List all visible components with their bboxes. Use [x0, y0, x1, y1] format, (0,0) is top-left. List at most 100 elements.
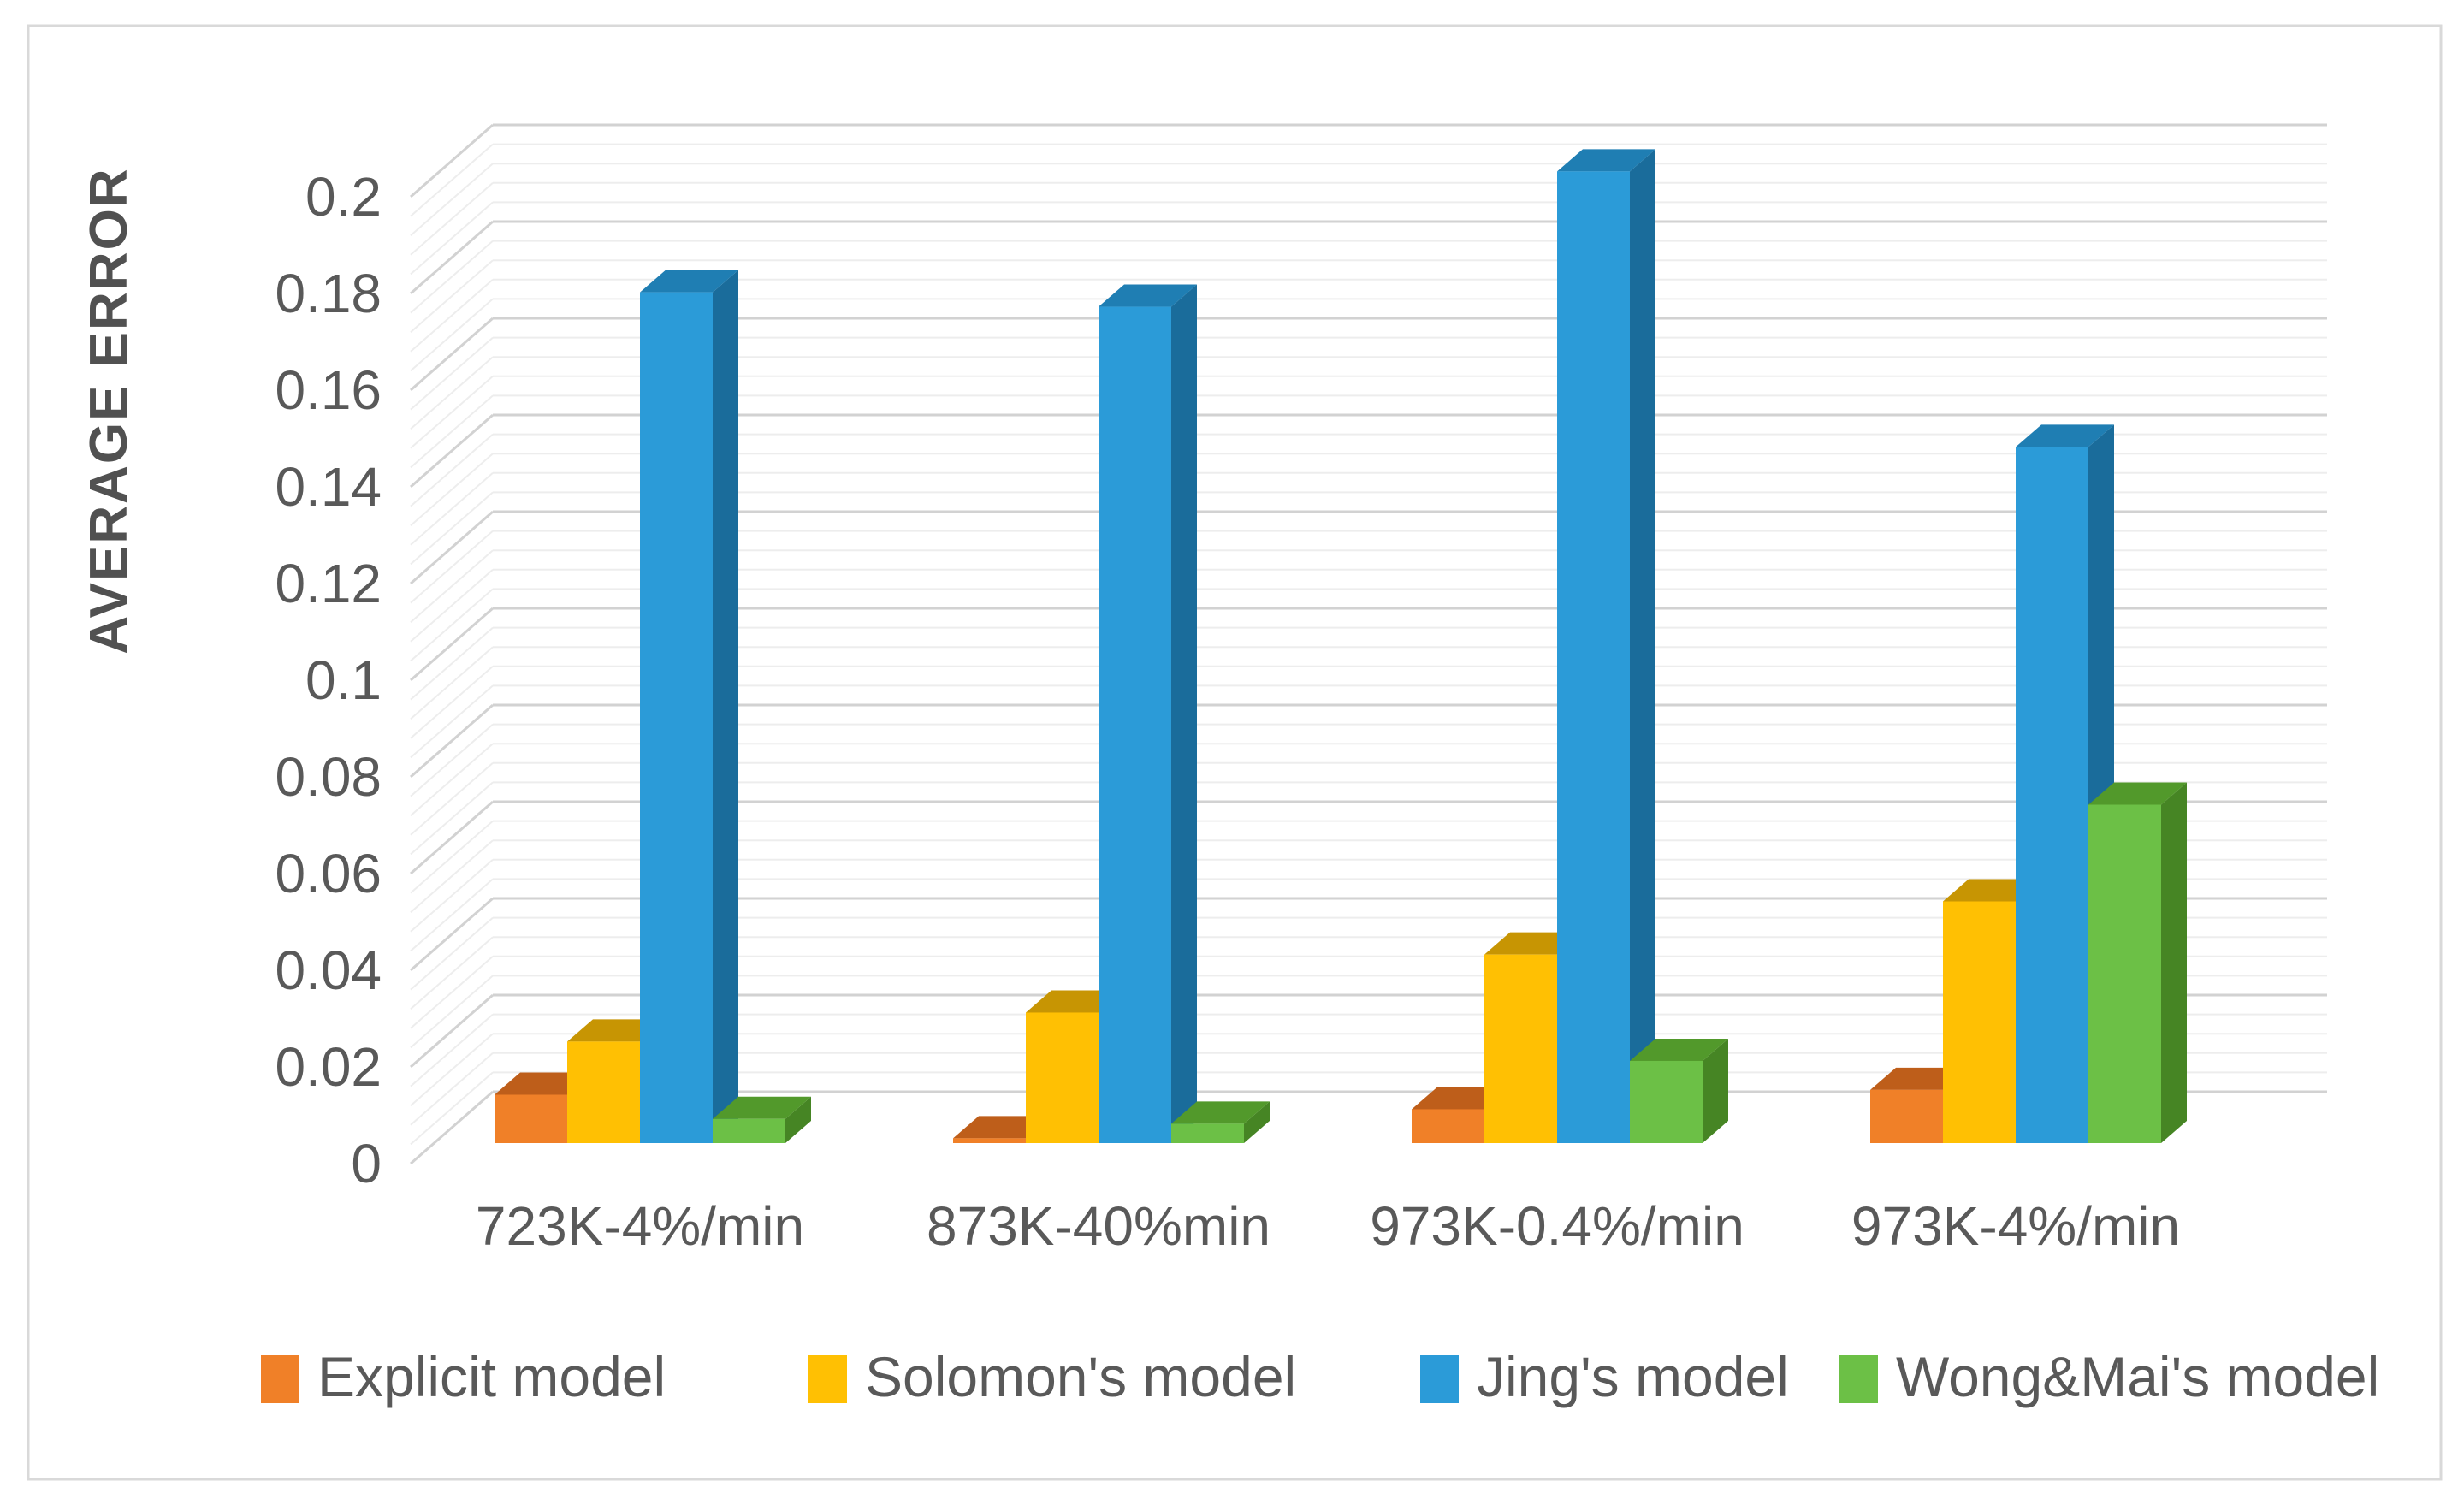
bar-wong-mai-s-model-1 [713, 1096, 811, 1143]
gridline-minor-wall [410, 472, 494, 546]
bar-side-face [2161, 782, 2187, 1143]
bar-front-face [1557, 171, 1630, 1144]
gridline-minor-wall [410, 433, 494, 507]
bar-side-face [1171, 284, 1197, 1143]
bar-wong-mai-s-model-3 [1630, 1038, 1728, 1143]
legend-item: Jing's model [1420, 1345, 1789, 1408]
category-label: 973K-0.4%/min [1370, 1195, 1744, 1257]
gridline-minor-wall [410, 723, 494, 797]
gridline-minor-wall [410, 936, 494, 1010]
gridline-minor-wall [410, 182, 494, 256]
gridline-minor-wall [410, 646, 494, 720]
bar-top-face [2088, 782, 2187, 805]
y-tick-label: 0.16 [275, 359, 382, 421]
y-tick-label: 0.2 [305, 166, 382, 228]
gridline-minor-wall [410, 878, 494, 952]
bar-top-face [1557, 149, 1656, 172]
legend-swatch [1839, 1355, 1878, 1403]
legend-swatch [261, 1355, 299, 1403]
bar-front-face [495, 1094, 567, 1143]
gridline-minor-wall [410, 781, 494, 856]
legend: Explicit model Solomon's model Jing's mode… [261, 1345, 2379, 1408]
gridline-minor-wall [410, 376, 494, 449]
gridline-minor-wall [410, 240, 494, 314]
legend-label: Wong&Mai's model [1896, 1345, 2379, 1408]
gridline-minor-wall [410, 1013, 494, 1087]
gridline-major-wall [410, 897, 494, 972]
legend-item: Explicit model [261, 1345, 666, 1408]
gridline-minor-wall [410, 820, 494, 894]
bar-side-face [1703, 1038, 1728, 1143]
bar-top-face [1171, 1101, 1270, 1124]
gridline-minor-wall [410, 279, 494, 353]
bar-top-face [2016, 424, 2114, 447]
legend-label: Solomon's model [865, 1345, 1296, 1408]
bar-front-face [567, 1041, 640, 1143]
gridline-minor-wall [410, 762, 494, 836]
bar-side-face [785, 1096, 811, 1143]
gridline-minor-wall [410, 975, 494, 1049]
bar-front-face [1412, 1109, 1484, 1143]
gridline-minor-wall [410, 259, 494, 333]
gridline-minor-wall [410, 549, 494, 623]
y-tick-label: 0.08 [275, 746, 382, 808]
bars [495, 149, 2187, 1144]
gridline-minor-wall [410, 356, 494, 430]
gridline-minor-wall [410, 163, 494, 236]
bar-jing-s-model-3 [1557, 149, 1656, 1144]
y-axis-title: AVERAGE ERROR [80, 167, 139, 654]
legend-swatch [1420, 1355, 1459, 1403]
bar-side-face [713, 270, 738, 1144]
bar-front-face [1484, 954, 1557, 1143]
gridline-minor-wall [410, 569, 494, 643]
gridline-minor-wall [410, 530, 494, 604]
gridline-minor-wall [410, 143, 494, 217]
y-tick-label: 0 [351, 1133, 382, 1194]
bar-top-face [1630, 1038, 1728, 1061]
gridline-major-wall [410, 123, 494, 198]
gridline-major-wall [410, 703, 494, 779]
gridline-minor-wall [410, 298, 494, 372]
gridline-minor-wall [410, 956, 494, 1029]
gridline-minor-wall [410, 491, 494, 566]
bar-front-face [640, 292, 713, 1144]
legend-item: Wong&Mai's model [1839, 1345, 2379, 1408]
y-tick-label: 0.04 [275, 939, 382, 1001]
y-axis-tick-labels: 0 0.02 0.04 0.06 0.08 0.1 0.12 0.14 0.16 0.18 0.2 [275, 166, 382, 1194]
bar-top-face [640, 270, 738, 293]
gridline-minor-wall [410, 1033, 494, 1106]
bar-front-face [2016, 447, 2088, 1143]
gridline-minor-wall [410, 916, 494, 991]
bar-jing-s-model-2 [1099, 284, 1197, 1143]
bar-front-face [1870, 1089, 1943, 1143]
gridline-minor-wall [410, 859, 494, 933]
bar-front-face [713, 1118, 785, 1143]
y-tick-label: 0.14 [275, 456, 382, 518]
bar-side-face [1244, 1101, 1270, 1143]
bar-front-face [953, 1138, 1026, 1143]
bar-front-face [1630, 1060, 1703, 1143]
gridline-minor-wall [410, 666, 494, 739]
gridline-minor-wall [410, 394, 494, 469]
bar-front-face [2088, 804, 2161, 1143]
gridline-minor-wall [410, 1052, 494, 1126]
gridline-minor-wall [410, 743, 494, 816]
bar-jing-s-model-1 [640, 270, 738, 1144]
category-label: 723K-4%/min [476, 1195, 804, 1257]
y-tick-label: 0.18 [275, 263, 382, 324]
gridline-minor-wall [410, 588, 494, 662]
gridline-major-wall [410, 317, 494, 392]
legend-label: Jing's model [1477, 1345, 1789, 1408]
bar-front-face [1026, 1012, 1099, 1143]
bar-top-face [1099, 284, 1197, 307]
bar-front-face [1943, 901, 2016, 1143]
gridline-minor-wall [410, 201, 494, 276]
category-label: 973K-4%/min [1851, 1195, 2180, 1257]
y-tick-label: 0.1 [305, 649, 382, 711]
category-label: 873K-40%min [927, 1195, 1270, 1257]
y-tick-label: 0.12 [275, 553, 382, 614]
gridline-major-wall [410, 607, 494, 682]
gridline-minor-wall [410, 684, 494, 759]
gridline-minor-wall [410, 839, 494, 913]
